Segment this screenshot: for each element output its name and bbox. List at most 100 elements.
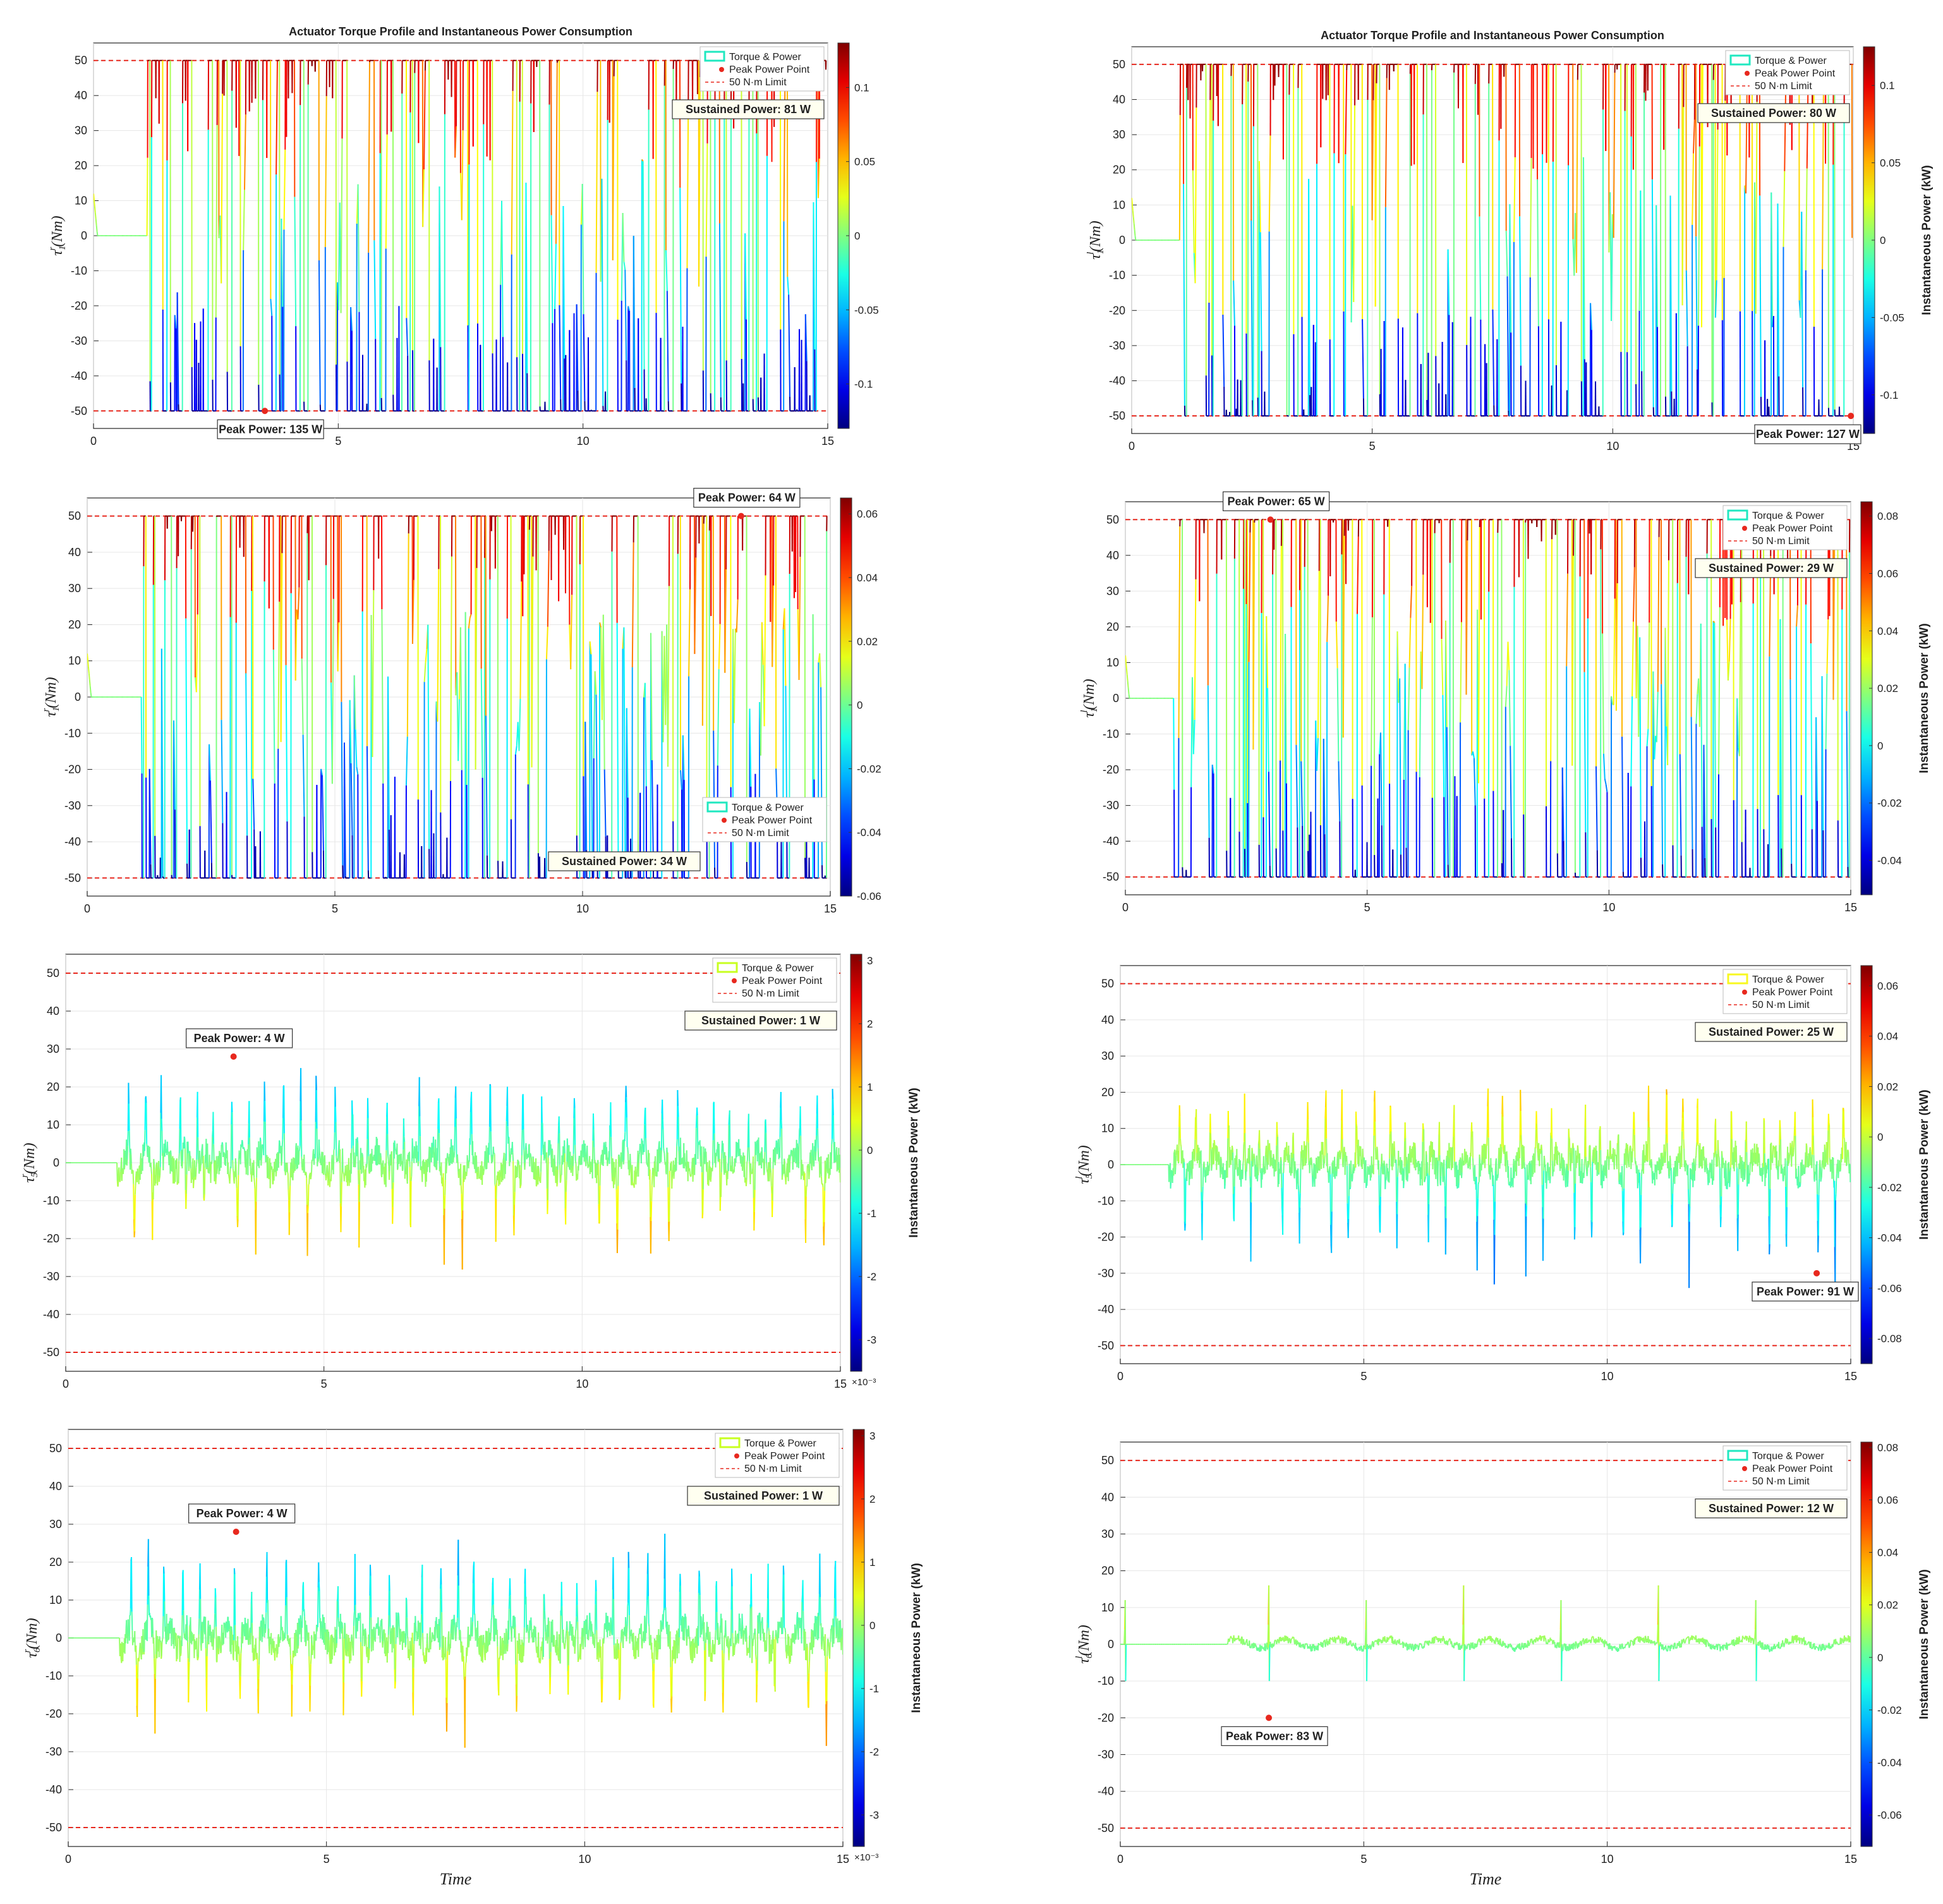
torque-segment	[460, 1185, 463, 1194]
torque-segment	[519, 1165, 521, 1189]
y-tick-label: 20	[1106, 621, 1119, 633]
x-tick-label: 0	[1129, 440, 1135, 452]
torque-segment	[1537, 179, 1539, 327]
chart-title: Actuator Torque Profile and Instantaneou…	[289, 25, 633, 38]
colorbar-tick-label: 0	[1880, 234, 1885, 246]
y-tick-label: 0	[75, 691, 81, 703]
torque-segment	[779, 1107, 782, 1137]
torque-segment	[625, 1086, 627, 1098]
torque-segment	[195, 1177, 197, 1180]
torque-segment	[159, 1175, 161, 1179]
torque-segment	[564, 1140, 566, 1154]
torque-segment	[588, 1163, 590, 1167]
torque-segment	[1508, 670, 1511, 746]
torque-segment	[745, 1179, 748, 1187]
torque-segment	[297, 587, 300, 620]
torque-segment	[550, 215, 554, 324]
torque-segment	[147, 1154, 149, 1157]
torque-segment	[242, 1148, 245, 1149]
torque-segment	[1504, 686, 1508, 707]
torque-segment	[559, 1181, 562, 1183]
torque-segment	[1250, 220, 1254, 401]
torque-segment	[1529, 157, 1532, 277]
torque-segment	[150, 1162, 152, 1169]
torque-segment	[578, 1160, 580, 1171]
torque-segment	[236, 1188, 238, 1216]
torque-segment	[636, 1168, 638, 1177]
torque-segment	[761, 1147, 763, 1158]
peak-power-box	[693, 488, 801, 508]
torque-segment	[480, 669, 483, 778]
torque-segment	[1825, 673, 1828, 749]
torque-segment	[574, 1108, 576, 1145]
torque-segment	[521, 1130, 523, 1156]
torque-segment	[645, 1107, 647, 1139]
torque-segment	[157, 1169, 159, 1175]
torque-segment	[718, 223, 722, 397]
torque-segment	[1654, 736, 1657, 760]
torque-segment	[221, 94, 224, 284]
colorbar-label: Instantaneous Power (kW)	[1918, 623, 1931, 773]
y-axis-label: τ5r(Nm)	[20, 1143, 40, 1182]
torque-segment	[339, 1149, 341, 1204]
torque-segment	[1345, 70, 1348, 155]
torque-segment	[725, 1155, 727, 1170]
y-tick-label: -20	[71, 300, 87, 312]
torque-segment	[241, 1139, 243, 1143]
panel-r1: Actuator Torque Profile and Instantaneou…	[47, 25, 879, 447]
x-tick-label: 10	[1606, 440, 1619, 452]
torque-segment	[1460, 622, 1462, 723]
torque-segment	[342, 1148, 344, 1172]
colorbar-tick-label: -0.1	[854, 379, 873, 391]
colorbar-tick-label: -0.1	[1880, 389, 1898, 401]
torque-segment	[123, 1165, 126, 1170]
legend-peak-swatch	[1742, 526, 1747, 531]
torque-segment	[686, 100, 689, 269]
torque-segment	[483, 1161, 486, 1168]
torque-segment	[402, 1149, 404, 1170]
torque-segment	[299, 1101, 301, 1146]
torque-segment	[1479, 216, 1482, 320]
torque-segment	[381, 609, 384, 784]
torque-segment	[368, 62, 370, 253]
y-tick-label: 50	[68, 510, 81, 523]
torque-segment	[132, 1170, 135, 1184]
torque-segment	[666, 291, 669, 402]
y-tick-label: -50	[1103, 871, 1119, 883]
torque-segment	[733, 628, 736, 724]
torque-segment	[572, 1165, 574, 1176]
torque-segment	[126, 1159, 128, 1166]
torque-segment	[457, 699, 460, 761]
torque-segment	[731, 1156, 734, 1167]
torque-segment	[420, 1136, 421, 1170]
torque-segment	[1738, 602, 1741, 756]
torque-segment	[283, 149, 286, 230]
colorbar-tick-label: 0.1	[854, 82, 869, 94]
x-tick-label: 5	[321, 1378, 327, 1390]
torque-segment	[145, 1096, 147, 1103]
torque-segment	[1770, 192, 1774, 327]
torque-segment	[493, 1153, 495, 1155]
torque-segment	[397, 1168, 399, 1170]
torque-segment	[392, 1207, 394, 1224]
torque-segment	[122, 1169, 124, 1174]
torque-segment	[540, 1172, 542, 1183]
torque-segment	[780, 1120, 783, 1129]
torque-segment	[1132, 204, 1134, 211]
torque-segment	[222, 1152, 224, 1158]
y-tick-label: 40	[68, 546, 81, 559]
torque-segment	[1604, 778, 1607, 785]
torque-segment	[1661, 684, 1664, 864]
torque-segment	[675, 1146, 678, 1171]
y-tick-label: -40	[1103, 835, 1119, 847]
torque-segment	[581, 184, 584, 315]
panel-l1: Actuator Torque Profile and Instantaneou…	[1086, 29, 1934, 452]
torque-segment	[784, 608, 787, 686]
torque-segment	[450, 556, 452, 781]
torque-segment	[435, 1139, 437, 1164]
torque-segment	[595, 92, 598, 273]
torque-segment	[366, 746, 369, 871]
torque-segment	[667, 1187, 669, 1222]
torque-segment	[590, 654, 593, 864]
y-tick-label: 40	[1113, 93, 1125, 106]
